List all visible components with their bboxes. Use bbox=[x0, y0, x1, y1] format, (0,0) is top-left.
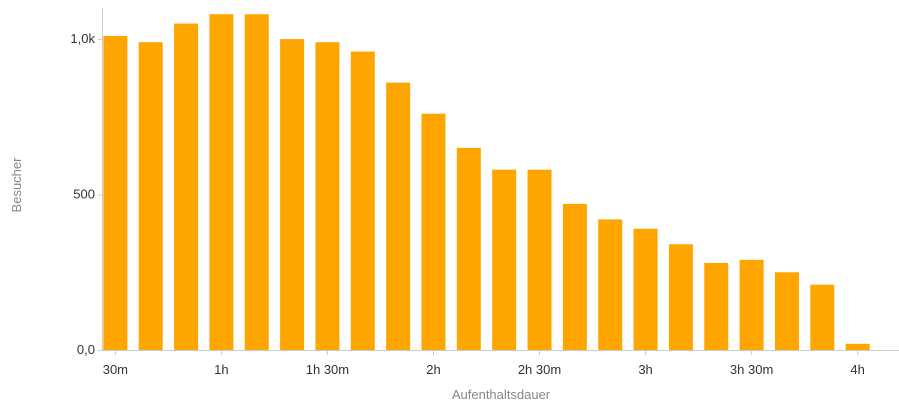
bar bbox=[810, 284, 835, 350]
bar bbox=[315, 42, 340, 350]
bar bbox=[598, 219, 623, 350]
bar bbox=[845, 343, 870, 350]
x-axis-title: Aufenthaltsdauer bbox=[452, 387, 551, 402]
bar bbox=[174, 23, 199, 351]
x-tick-label: 1h 30m bbox=[306, 362, 349, 377]
x-tick-label: 2h 30m bbox=[518, 362, 561, 377]
x-tick-label: 3h 30m bbox=[730, 362, 773, 377]
x-tick-label: 2h bbox=[426, 362, 440, 377]
bar bbox=[527, 169, 552, 350]
x-axis-ticks: 30m 1h 1h 30m 2h 2h 30m 3h 3h 30m 4h bbox=[103, 350, 865, 377]
bar bbox=[668, 244, 693, 350]
chart-bars bbox=[103, 14, 870, 351]
bar bbox=[138, 42, 163, 350]
bar bbox=[103, 35, 128, 351]
bar bbox=[739, 259, 764, 350]
bar bbox=[562, 203, 587, 350]
x-tick-label: 1h bbox=[214, 362, 228, 377]
bar bbox=[244, 14, 269, 351]
x-tick-label: 3h bbox=[638, 362, 652, 377]
bar bbox=[350, 51, 375, 350]
bar bbox=[209, 14, 234, 351]
bar bbox=[386, 82, 411, 351]
y-tick-label: 1,0k bbox=[70, 31, 95, 46]
y-axis-title: Besucher bbox=[9, 157, 24, 213]
y-tick-label: 0,0 bbox=[77, 342, 95, 357]
x-tick-label: 30m bbox=[103, 362, 128, 377]
x-tick-label: 4h bbox=[850, 362, 864, 377]
y-axis-ticks: 0,0 500 1,0k bbox=[70, 31, 103, 357]
bar bbox=[704, 262, 729, 350]
bar bbox=[633, 228, 658, 350]
bar bbox=[774, 272, 799, 350]
bar bbox=[492, 169, 517, 350]
y-tick-label: 500 bbox=[73, 187, 95, 202]
bar bbox=[421, 113, 446, 350]
bar bbox=[456, 147, 481, 350]
bar bbox=[280, 39, 305, 350]
